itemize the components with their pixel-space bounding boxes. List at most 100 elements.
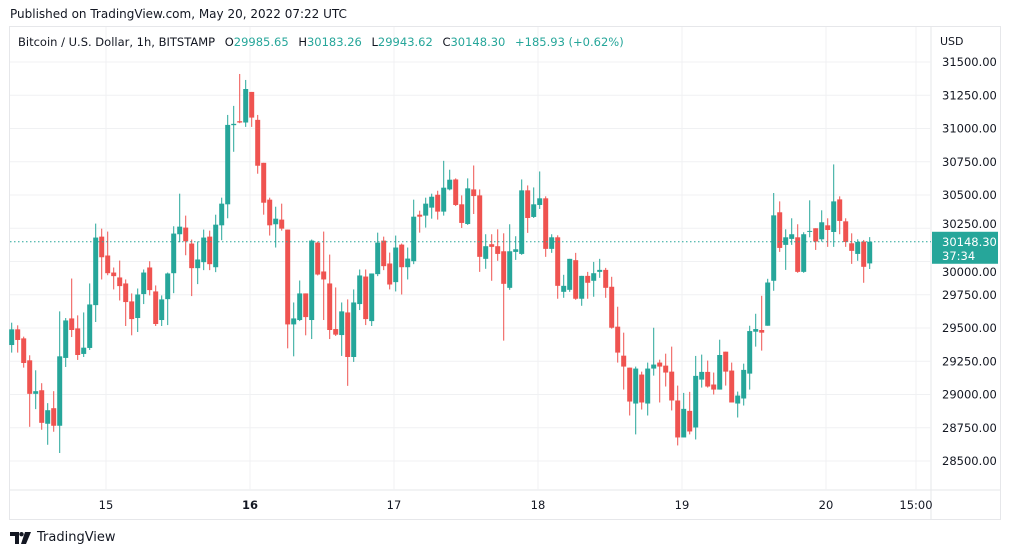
- candle-body: [393, 247, 399, 283]
- candle: [801, 232, 807, 273]
- candle-body: [315, 242, 321, 275]
- candle: [399, 243, 405, 295]
- candle: [489, 234, 495, 281]
- low-label: L: [371, 35, 378, 49]
- candle-body: [717, 354, 723, 390]
- candle-body: [267, 199, 273, 226]
- high-label: H: [298, 35, 307, 49]
- candle: [15, 325, 21, 353]
- candle: [465, 178, 471, 225]
- candle: [201, 229, 207, 271]
- candle: [789, 218, 795, 245]
- published-note: Published on TradingView.com, May 20, 20…: [10, 7, 347, 21]
- candle-body: [129, 301, 135, 320]
- candle-body: [729, 370, 735, 403]
- candle-body: [639, 374, 645, 403]
- candle-body: [483, 246, 489, 259]
- candle: [705, 360, 711, 388]
- candle-body: [33, 391, 39, 394]
- candle-body: [477, 195, 483, 257]
- candle-body: [453, 179, 459, 205]
- price-tick-label: 29750.00: [942, 288, 997, 302]
- candle-body: [111, 272, 117, 277]
- candle-body: [147, 267, 153, 291]
- candle-body: [309, 240, 315, 321]
- candle: [627, 367, 633, 416]
- candle-body: [411, 216, 417, 262]
- candle-body: [825, 225, 831, 230]
- candle: [75, 315, 81, 360]
- candle: [213, 214, 219, 273]
- candle-body: [783, 237, 789, 245]
- candle: [381, 236, 387, 271]
- candle: [417, 210, 423, 233]
- candle-body: [771, 215, 777, 281]
- candle-body: [807, 230, 813, 232]
- candle-body: [165, 273, 171, 300]
- symbol-title[interactable]: Bitcoin / U.S. Dollar, 1h, BITSTAMP: [18, 35, 216, 49]
- candle-body: [303, 293, 309, 318]
- candle: [51, 391, 57, 432]
- candle: [291, 302, 297, 357]
- price-tick-label: 31000.00: [942, 122, 997, 136]
- candle-body: [555, 237, 561, 286]
- candle-body: [285, 229, 291, 325]
- candle: [825, 218, 831, 247]
- candle: [573, 252, 579, 300]
- candle: [723, 351, 729, 386]
- candle-body: [243, 88, 249, 123]
- candle: [441, 160, 447, 216]
- candle-body: [489, 244, 495, 247]
- symbol-legend: Bitcoin / U.S. Dollar, 1h, BITSTAMP O299…: [18, 35, 624, 49]
- candle: [525, 185, 531, 233]
- candle: [669, 346, 675, 411]
- candle: [231, 105, 237, 152]
- candle: [717, 339, 723, 390]
- candle: [639, 371, 645, 410]
- candle-body: [261, 162, 267, 203]
- bar-countdown: 37:34: [942, 249, 975, 263]
- candle: [843, 218, 849, 247]
- time-axis: 15 16 17 18 19 20 15:00: [99, 498, 933, 512]
- candle-body: [159, 299, 165, 321]
- candle-body: [705, 371, 711, 387]
- candle-body: [579, 275, 585, 299]
- candle: [693, 355, 699, 440]
- candle-body: [207, 236, 213, 265]
- candles: [9, 73, 873, 454]
- price-tick-label: 29000.00: [942, 388, 997, 402]
- candle-body: [735, 395, 741, 404]
- candle-body: [573, 260, 579, 299]
- candle: [393, 235, 399, 292]
- candle: [675, 385, 681, 446]
- candle-body: [435, 194, 441, 212]
- time-tick-label: 20: [819, 498, 834, 512]
- candle-body: [237, 121, 243, 123]
- candle-body: [759, 329, 765, 333]
- open-label: O: [224, 35, 234, 49]
- price-tick-label: 28750.00: [942, 421, 997, 435]
- candle: [783, 229, 789, 270]
- candle: [447, 169, 453, 191]
- candle: [651, 327, 657, 376]
- candle: [837, 196, 843, 235]
- brand-name[interactable]: TradingView: [37, 530, 116, 545]
- candle-body: [381, 240, 387, 267]
- candle-body: [255, 119, 261, 166]
- candle-body: [135, 294, 141, 319]
- candle: [123, 279, 129, 327]
- price-tick-label: 31500.00: [942, 55, 997, 69]
- candle-body: [777, 212, 783, 248]
- candle-body: [765, 282, 771, 326]
- candle: [549, 234, 555, 253]
- candle: [429, 193, 435, 219]
- candle-body: [849, 243, 855, 251]
- currency-label: USD: [940, 35, 964, 48]
- candle-body: [843, 221, 849, 242]
- candle-body: [231, 123, 237, 126]
- candle: [309, 239, 315, 340]
- candle-body: [417, 214, 423, 217]
- candle: [777, 201, 783, 252]
- candle: [363, 269, 369, 326]
